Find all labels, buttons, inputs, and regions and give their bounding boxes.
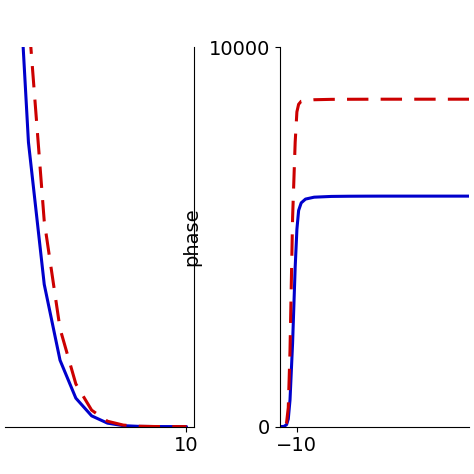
Y-axis label: phase: phase [182, 208, 201, 266]
